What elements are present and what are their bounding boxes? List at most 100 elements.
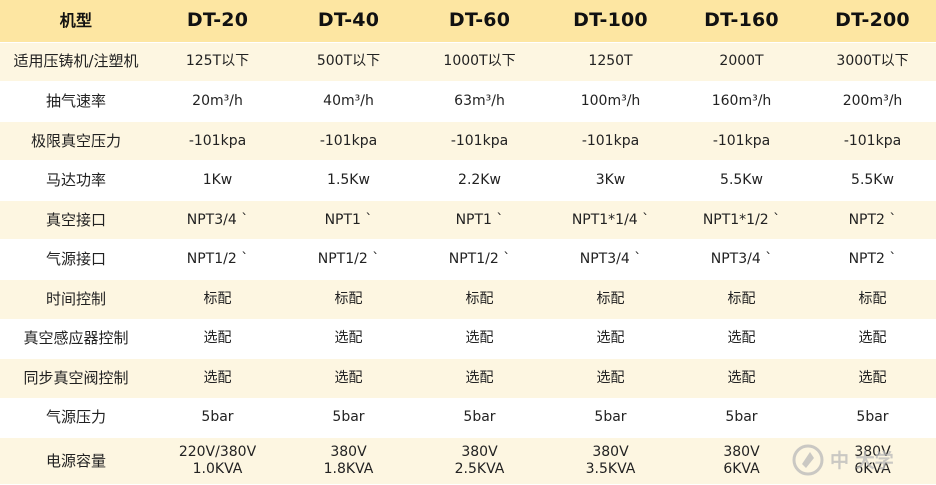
table-cell: -101kpa bbox=[545, 121, 676, 162]
row-label: 气源接口 bbox=[0, 239, 152, 280]
voltage-text: 380V bbox=[854, 444, 891, 461]
table-cell: 160m³/h bbox=[676, 81, 807, 122]
table-cell: -101kpa bbox=[152, 121, 283, 162]
voltage-text: 380V bbox=[461, 444, 498, 461]
table-cell: 125T以下 bbox=[152, 42, 283, 83]
table-cell: NPT1/2 ˋ bbox=[414, 239, 545, 280]
table-cell: 63m³/h bbox=[414, 81, 545, 122]
table-cell: 5bar bbox=[676, 398, 807, 439]
table-cell: 选配 bbox=[414, 358, 545, 399]
table-cell: -101kpa bbox=[807, 121, 936, 162]
table-cell: 选配 bbox=[676, 319, 807, 360]
row-label: 适用压铸机/注塑机 bbox=[0, 42, 152, 83]
header-dt-20: DT-20 bbox=[152, 0, 283, 43]
table-cell: 1000T以下 bbox=[414, 42, 545, 83]
table-cell: 1Kw bbox=[152, 160, 283, 201]
table-cell: 220V/380V 1.0KVA bbox=[152, 437, 283, 485]
table-cell: 5bar bbox=[545, 398, 676, 439]
row-label: 马达功率 bbox=[0, 160, 152, 201]
table-cell: 5bar bbox=[807, 398, 936, 439]
table-row: 时间控制 标配 标配 标配 标配 标配 标配 bbox=[0, 279, 936, 320]
row-label: 同步真空阀控制 bbox=[0, 358, 152, 399]
table-cell: NPT2 ˋ bbox=[807, 239, 936, 280]
table-row: 气源压力 5bar 5bar 5bar 5bar 5bar 5bar bbox=[0, 398, 936, 439]
table-cell: 选配 bbox=[152, 358, 283, 399]
table-cell: 5bar bbox=[414, 398, 545, 439]
row-label: 时间控制 bbox=[0, 279, 152, 320]
row-label: 真空接口 bbox=[0, 200, 152, 241]
table-cell: 1.5Kw bbox=[283, 160, 414, 201]
table-cell: NPT1/2 ˋ bbox=[283, 239, 414, 280]
row-label: 抽气速率 bbox=[0, 81, 152, 122]
table-cell: 标配 bbox=[676, 279, 807, 320]
table-cell: NPT1*1/4 ˋ bbox=[545, 200, 676, 241]
header-model: 机型 bbox=[0, 0, 152, 43]
table-row: 真空接口 NPT3/4 ˋ NPT1 ˋ NPT1 ˋ NPT1*1/4 ˋ N… bbox=[0, 200, 936, 241]
table-cell: -101kpa bbox=[414, 121, 545, 162]
table-cell: 选配 bbox=[676, 358, 807, 399]
table-cell: 5.5Kw bbox=[676, 160, 807, 201]
table-cell: -101kpa bbox=[676, 121, 807, 162]
header-dt-40: DT-40 bbox=[283, 0, 414, 43]
table-cell: 选配 bbox=[545, 319, 676, 360]
table-cell: NPT1 ˋ bbox=[414, 200, 545, 241]
table-cell: 1250T bbox=[545, 42, 676, 83]
table-cell: NPT1*1/2 ˋ bbox=[676, 200, 807, 241]
voltage-text: 220V/380V bbox=[178, 444, 257, 461]
table-cell: NPT2 ˋ bbox=[807, 200, 936, 241]
table-row: 真空感应器控制 选配 选配 选配 选配 选配 选配 bbox=[0, 319, 936, 360]
table-cell: NPT1/2 ˋ bbox=[152, 239, 283, 280]
table-cell: 标配 bbox=[545, 279, 676, 320]
table-cell: 380V 6KVA bbox=[807, 437, 936, 485]
capacity-text: 6KVA bbox=[723, 461, 760, 478]
table-cell: 5bar bbox=[283, 398, 414, 439]
table-cell: 2000T bbox=[676, 42, 807, 83]
table-cell: NPT3/4 ˋ bbox=[152, 200, 283, 241]
table-cell: 选配 bbox=[283, 319, 414, 360]
table-cell: 标配 bbox=[414, 279, 545, 320]
table-cell: NPT1 ˋ bbox=[283, 200, 414, 241]
table-cell: NPT3/4 ˋ bbox=[545, 239, 676, 280]
table-cell: 标配 bbox=[152, 279, 283, 320]
row-label: 极限真空压力 bbox=[0, 121, 152, 162]
table-cell: 20m³/h bbox=[152, 81, 283, 122]
table-cell: 380V 1.8KVA bbox=[283, 437, 414, 485]
table-cell: NPT3/4 ˋ bbox=[676, 239, 807, 280]
table-row: 极限真空压力 -101kpa -101kpa -101kpa -101kpa -… bbox=[0, 121, 936, 162]
header-dt-160: DT-160 bbox=[676, 0, 807, 43]
header-dt-200: DT-200 bbox=[807, 0, 936, 43]
table-cell: 500T以下 bbox=[283, 42, 414, 83]
table-cell: 100m³/h bbox=[545, 81, 676, 122]
row-label: 真空感应器控制 bbox=[0, 319, 152, 360]
capacity-text: 1.0KVA bbox=[192, 461, 243, 478]
table-cell: 标配 bbox=[283, 279, 414, 320]
table-cell: 选配 bbox=[807, 358, 936, 399]
table-cell: 选配 bbox=[414, 319, 545, 360]
voltage-text: 380V bbox=[592, 444, 629, 461]
table-cell: 200m³/h bbox=[807, 81, 936, 122]
capacity-text: 6KVA bbox=[854, 461, 891, 478]
capacity-text: 2.5KVA bbox=[454, 461, 505, 478]
table-cell: 选配 bbox=[283, 358, 414, 399]
table-row: 马达功率 1Kw 1.5Kw 2.2Kw 3Kw 5.5Kw 5.5Kw bbox=[0, 160, 936, 201]
table-row: 适用压铸机/注塑机 125T以下 500T以下 1000T以下 1250T 20… bbox=[0, 42, 936, 83]
header-row: 机型 DT-20 DT-40 DT-60 DT-100 DT-160 DT-20… bbox=[0, 0, 936, 43]
header-dt-100: DT-100 bbox=[545, 0, 676, 43]
table-cell: 5.5Kw bbox=[807, 160, 936, 201]
table-cell: 3000T以下 bbox=[807, 42, 936, 83]
table-cell: 380V 6KVA bbox=[676, 437, 807, 485]
voltage-text: 380V bbox=[330, 444, 367, 461]
table-cell: 3Kw bbox=[545, 160, 676, 201]
table-cell: 380V 3.5KVA bbox=[545, 437, 676, 485]
table-cell: 380V 2.5KVA bbox=[414, 437, 545, 485]
table-cell: 5bar bbox=[152, 398, 283, 439]
table-row: 气源接口 NPT1/2 ˋ NPT1/2 ˋ NPT1/2 ˋ NPT3/4 ˋ… bbox=[0, 239, 936, 280]
capacity-text: 1.8KVA bbox=[323, 461, 374, 478]
capacity-text: 3.5KVA bbox=[585, 461, 636, 478]
table-cell: 选配 bbox=[152, 319, 283, 360]
table-cell: 选配 bbox=[807, 319, 936, 360]
table-cell: 2.2Kw bbox=[414, 160, 545, 201]
voltage-text: 380V bbox=[723, 444, 760, 461]
table-row: 抽气速率 20m³/h 40m³/h 63m³/h 100m³/h 160m³/… bbox=[0, 81, 936, 122]
